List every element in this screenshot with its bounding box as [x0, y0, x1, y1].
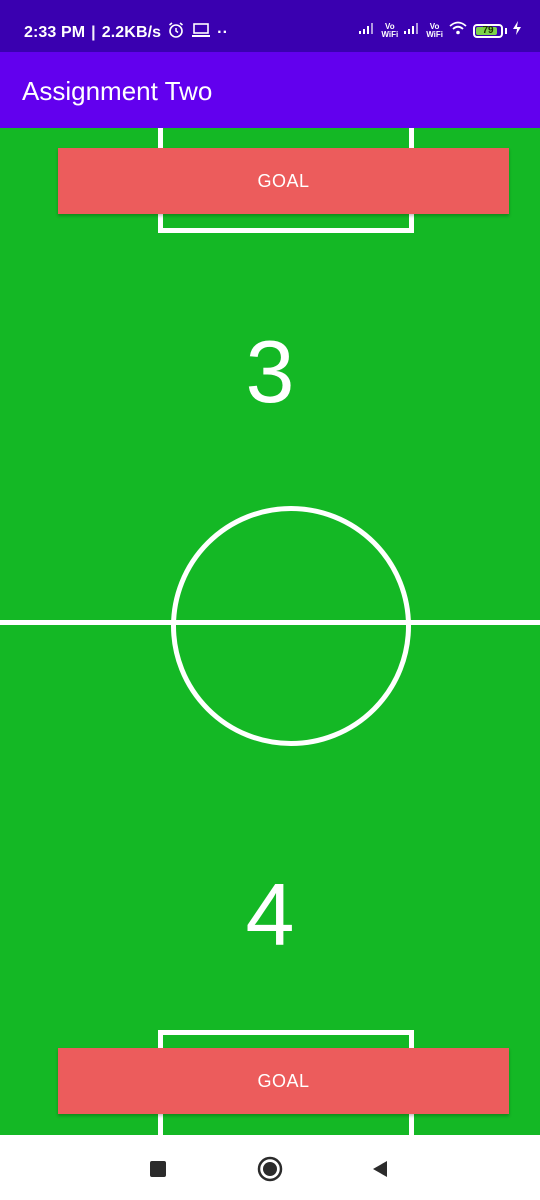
signal-icon	[403, 21, 421, 40]
app-bar: Assignment Two	[0, 52, 540, 128]
vowifi-label: Vo WiFi	[381, 21, 399, 39]
status-network-speed: 2.2KB/s	[101, 23, 162, 41]
bottom-goal-button[interactable]: GOAL	[58, 1048, 509, 1114]
status-right: Vo WiFi Vo WiFi 79	[358, 20, 522, 41]
battery-cap	[505, 27, 507, 34]
bottom-team-score: 4	[245, 865, 295, 964]
status-dots: ··	[217, 23, 229, 41]
top-goal-button[interactable]: GOAL	[58, 148, 509, 214]
nav-recents-icon[interactable]	[142, 1153, 174, 1185]
status-separator: |	[91, 23, 96, 41]
status-bar: 2:33 PM | 2.2KB/s ·· Vo WiFi Vo WiFi 79	[0, 0, 540, 52]
signal-icon	[358, 21, 376, 40]
battery-level: 79	[482, 25, 494, 36]
app-title: Assignment Two	[22, 76, 213, 106]
halfway-line	[0, 620, 540, 625]
top-team-score: 3	[245, 322, 295, 421]
vowifi-label: Vo WiFi	[426, 21, 443, 39]
status-left: 2:33 PM | 2.2KB/s ··	[24, 21, 228, 44]
alarm-icon	[167, 21, 185, 44]
soccer-field: GOAL 3 4 GOAL	[0, 128, 540, 1135]
charging-icon	[512, 21, 522, 40]
nav-back-icon[interactable]	[364, 1153, 396, 1185]
status-time: 2:33 PM	[24, 23, 86, 41]
laptop-icon	[191, 22, 211, 43]
navigation-bar	[0, 1135, 540, 1200]
center-circle	[171, 506, 411, 746]
battery-icon: 79	[473, 23, 503, 38]
nav-home-icon[interactable]	[254, 1153, 286, 1185]
wifi-icon	[448, 20, 468, 41]
